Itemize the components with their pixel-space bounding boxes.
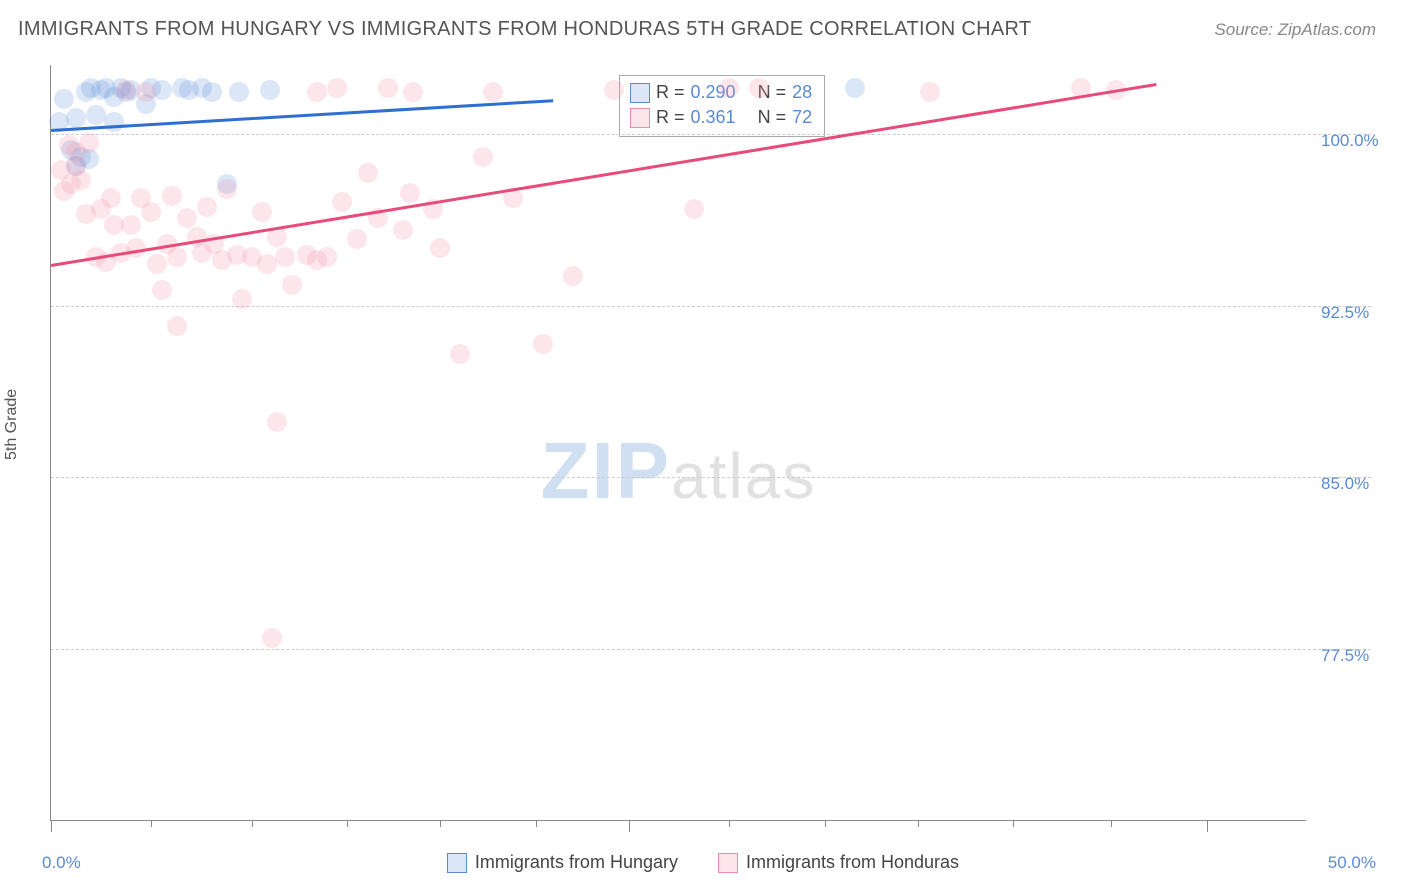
legend-swatch [718, 853, 738, 873]
x-tick-minor [1111, 820, 1112, 827]
series-legend-item: Immigrants from Hungary [447, 852, 678, 873]
data-point [229, 82, 249, 102]
gridline [51, 477, 1371, 478]
trend-line [51, 99, 554, 131]
data-point [104, 112, 124, 132]
data-point [317, 247, 337, 267]
legend-n-value: 28 [792, 82, 812, 103]
data-point [403, 82, 423, 102]
data-point [845, 78, 865, 98]
chart-title: IMMIGRANTS FROM HUNGARY VS IMMIGRANTS FR… [18, 18, 1031, 41]
data-point [71, 170, 91, 190]
data-point [604, 80, 624, 100]
data-point [232, 289, 252, 309]
watermark-zip: ZIP [541, 426, 671, 515]
x-tick-minor [536, 820, 537, 827]
chart-header: IMMIGRANTS FROM HUNGARY VS IMMIGRANTS FR… [0, 0, 1406, 51]
y-tick-label: 100.0% [1321, 131, 1379, 151]
data-point [136, 82, 156, 102]
data-point [450, 344, 470, 364]
data-point [749, 78, 769, 98]
data-point [393, 220, 413, 240]
y-tick-label: 85.0% [1321, 474, 1369, 494]
data-point [358, 163, 378, 183]
data-point [101, 188, 121, 208]
legend-r-label: R = [656, 82, 685, 103]
data-point [147, 254, 167, 274]
data-point [162, 186, 182, 206]
data-point [347, 229, 367, 249]
data-point [473, 147, 493, 167]
data-point [262, 628, 282, 648]
watermark-atlas: atlas [671, 440, 816, 512]
legend-r-label: R = [656, 107, 685, 128]
x-tick-major [1207, 820, 1208, 832]
data-point [141, 202, 161, 222]
data-point [267, 412, 287, 432]
series-label: Immigrants from Hungary [475, 852, 678, 873]
series-legend: Immigrants from Hungary Immigrants from H… [0, 852, 1406, 873]
x-tick-minor [1013, 820, 1014, 827]
legend-swatch [447, 853, 467, 873]
data-point [79, 133, 99, 153]
data-point [332, 192, 352, 212]
watermark: ZIPatlas [541, 425, 817, 517]
legend-r-value: 0.361 [691, 107, 736, 128]
data-point [116, 80, 136, 100]
x-tick-minor [252, 820, 253, 827]
data-point [121, 215, 141, 235]
legend-row: R = 0.361 N =72 [630, 105, 812, 130]
legend-swatch [630, 108, 650, 128]
x-tick-minor [918, 820, 919, 827]
source-attribution: Source: ZipAtlas.com [1214, 20, 1376, 40]
data-point [260, 80, 280, 100]
series-legend-item: Immigrants from Honduras [718, 852, 959, 873]
x-tick-minor [440, 820, 441, 827]
data-point [483, 82, 503, 102]
data-point [307, 82, 327, 102]
y-tick-label: 92.5% [1321, 303, 1369, 323]
data-point [684, 199, 704, 219]
data-point [533, 334, 553, 354]
x-tick-minor [151, 820, 152, 827]
data-point [54, 89, 74, 109]
data-point [217, 179, 237, 199]
data-point [167, 316, 187, 336]
x-tick-minor [825, 820, 826, 827]
series-label: Immigrants from Honduras [746, 852, 959, 873]
x-tick-minor [347, 820, 348, 827]
data-point [252, 202, 272, 222]
data-point [197, 197, 217, 217]
data-point [430, 238, 450, 258]
chart-container: 5th Grade ZIPatlas R =0.290N =28R = 0.36… [0, 51, 1406, 881]
data-point [563, 266, 583, 286]
y-tick-label: 77.5% [1321, 646, 1369, 666]
data-point [66, 108, 86, 128]
x-tick-major [51, 820, 52, 832]
gridline [51, 134, 1371, 135]
data-point [177, 208, 197, 228]
x-tick-minor [729, 820, 730, 827]
data-point [920, 82, 940, 102]
data-point [282, 275, 302, 295]
legend-n-value: 72 [792, 107, 812, 128]
legend-n-label: N = [758, 107, 787, 128]
x-tick-major [629, 820, 630, 832]
data-point [327, 78, 347, 98]
data-point [167, 247, 187, 267]
data-point [378, 78, 398, 98]
data-point [152, 280, 172, 300]
gridline [51, 649, 1371, 650]
trend-line [51, 83, 1157, 266]
legend-swatch [630, 83, 650, 103]
y-axis-title: 5th Grade [3, 389, 21, 460]
data-point [275, 247, 295, 267]
data-point [719, 78, 739, 98]
data-point [400, 183, 420, 203]
data-point [202, 82, 222, 102]
plot-area: ZIPatlas R =0.290N =28R = 0.361N =72 77.… [50, 65, 1306, 821]
